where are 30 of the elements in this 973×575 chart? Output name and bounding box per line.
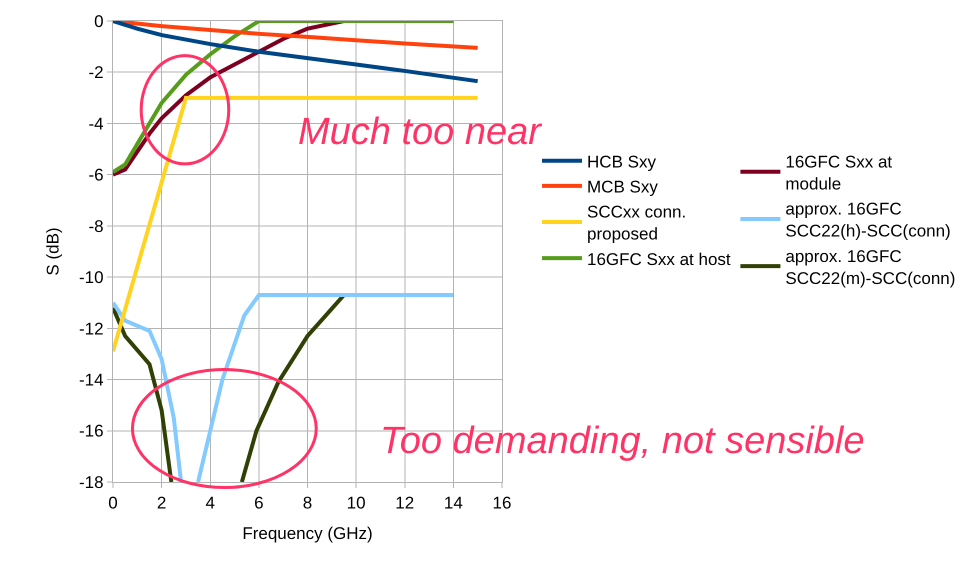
legend-label: approx. 16GFC SCC22(h)-SCC(conn): [785, 200, 951, 241]
x-tick-label: 6: [254, 493, 264, 512]
legend-label: MCB Sxy: [587, 177, 658, 196]
line-series: [113, 21, 480, 84]
legend-label: approx. 16GFC SCC22(m)-SCC(conn): [785, 246, 956, 288]
y-axis-title: S (dB): [44, 227, 63, 276]
annotation: Too demanding, not sensible: [380, 420, 864, 462]
y-tick-label: -16: [79, 422, 104, 441]
y-tick-label: -2: [88, 63, 104, 82]
x-tick-label: 8: [302, 493, 312, 512]
y-tick-label: -10: [79, 268, 104, 288]
y-tick-label: -12: [79, 319, 104, 338]
x-tick-label: 14: [444, 493, 463, 512]
x-tick-label: 16: [492, 493, 512, 512]
x-tick-label: 12: [395, 493, 414, 512]
y-tick-label: -8: [88, 216, 104, 236]
x-axis-title: Frequency (GHz): [242, 524, 373, 543]
x-tick-label: 2: [156, 493, 166, 512]
y-tick-label: -18: [79, 472, 104, 492]
x-tick-label: 10: [346, 493, 366, 512]
legend-label: SCCxx conn. proposed: [587, 202, 686, 244]
y-tick-label: 0: [94, 12, 104, 31]
legend-label: 16GFC Sxx at host: [587, 250, 731, 269]
y-tick-label: -4: [88, 114, 104, 134]
annotation: Much too near: [298, 111, 542, 153]
y-tick-label: -6: [88, 166, 104, 185]
y-tick-label: -14: [79, 370, 104, 390]
x-tick-label: 4: [206, 493, 215, 512]
x-tick-label: 0: [108, 493, 118, 512]
legend-label: HCB Sxy: [587, 152, 656, 172]
